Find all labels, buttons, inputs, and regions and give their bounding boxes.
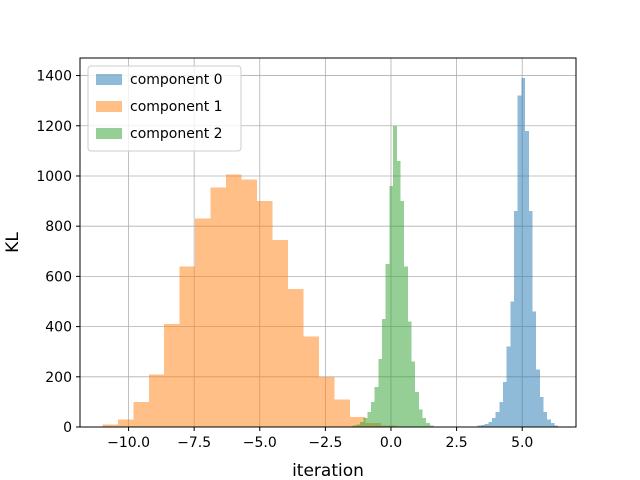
y-tick-label: 600 [45, 269, 72, 285]
x-tick-label: −5.0 [243, 435, 277, 451]
histogram-bar-component-2 [367, 411, 372, 427]
histogram-bar-component-0 [506, 346, 511, 427]
y-tick-label: 800 [45, 219, 72, 235]
x-tick-label: 0.0 [380, 435, 402, 451]
histogram-bar-component-0 [539, 396, 544, 427]
y-tick-label: 1000 [36, 169, 72, 185]
histogram-bar-component-1 [148, 374, 165, 427]
histogram-bars [102, 78, 562, 428]
histogram-bar-component-0 [480, 424, 485, 427]
histogram-bar-component-2 [385, 263, 390, 427]
histogram-bar-component-2 [422, 418, 427, 427]
histogram-bar-component-2 [389, 186, 394, 427]
legend-box [87, 65, 242, 152]
histogram-bar-component-1 [334, 399, 351, 427]
histogram-bar-component-1 [241, 179, 258, 427]
histogram-bar-component-2 [360, 421, 364, 427]
histogram-bar-component-0 [532, 311, 537, 427]
histogram-bar-component-0 [510, 301, 515, 427]
legend-swatch [96, 74, 122, 85]
histogram-bar-component-2 [352, 425, 357, 427]
histogram-bar-component-2 [371, 401, 375, 427]
axis-ticks: −10.0 −7.5 −5.0 −2.5 0.0 2.5 5.0 0 200 400 600 800 1… [36, 69, 533, 451]
histogram-bar-component-1 [319, 376, 335, 427]
x-axis-label: iteration [292, 461, 364, 480]
x-tick-label: −2.5 [308, 435, 342, 451]
legend-swatch [96, 101, 122, 112]
histogram-bar-component-2 [378, 359, 383, 427]
histogram-bar-component-0 [550, 423, 555, 427]
y-axis-label: KL [3, 232, 23, 253]
histogram-bar-component-0 [503, 381, 507, 427]
histogram-bar-component-0 [525, 130, 529, 428]
histogram-bar-component-2 [404, 266, 408, 427]
y-tick-label: 400 [45, 320, 72, 336]
histogram-bar-component-1 [272, 239, 289, 427]
histogram-bar-component-2 [382, 319, 386, 427]
histogram-bar-component-1 [303, 336, 320, 427]
y-tick-label: 0 [63, 420, 72, 436]
histogram-bar-component-1 [257, 201, 273, 427]
histogram-bar-component-1 [226, 174, 242, 427]
histogram-bar-component-0 [536, 369, 540, 427]
legend-label: component 0 [130, 72, 223, 88]
histogram-bar-component-0 [477, 425, 481, 427]
legend-label: component 2 [130, 126, 223, 142]
histogram-bar-component-2 [418, 409, 423, 427]
histogram-bar-component-0 [521, 78, 526, 427]
histogram-bar-component-0 [484, 423, 489, 427]
histogram-bar-component-2 [356, 424, 361, 427]
histogram-bar-component-2 [415, 391, 419, 427]
histogram-bar-component-2 [407, 321, 412, 427]
plot-frame [79, 57, 577, 428]
histogram-bar-component-1 [117, 419, 134, 427]
histogram-bar-component-2 [400, 201, 405, 427]
histogram-bar-component-1 [288, 288, 304, 427]
histogram-bar-component-0 [554, 425, 559, 427]
y-tick-label: 1200 [36, 119, 72, 135]
histogram-bar-component-1 [195, 218, 211, 427]
histogram-bar-component-0 [495, 411, 500, 427]
x-tick-label: 2.5 [445, 435, 467, 451]
histogram-bar-component-2 [363, 418, 368, 427]
legend-label: component 1 [130, 99, 223, 115]
x-tick-label: −10.0 [107, 435, 150, 451]
x-tick-label: 5.0 [511, 435, 533, 451]
x-tick-label: −7.5 [177, 435, 211, 451]
histogram-bar-component-2 [426, 423, 430, 427]
histogram-bar-component-0 [528, 211, 533, 427]
histogram-bar-component-0 [492, 418, 496, 427]
histogram-bar-component-1 [350, 416, 366, 427]
histogram-bar-component-0 [547, 419, 551, 427]
histogram-bar-component-0 [543, 411, 548, 427]
histogram-bar-component-0 [488, 421, 493, 427]
legend: component 0 component 1 component 2 [87, 65, 242, 152]
y-tick-label: 1400 [36, 69, 72, 85]
histogram-bar-component-0 [499, 401, 504, 427]
histogram-bar-component-1 [133, 401, 149, 427]
y-tick-label: 200 [45, 370, 72, 386]
histogram-bar-component-2 [374, 386, 379, 427]
histogram-bar-component-0 [514, 211, 518, 427]
histogram-bar-component-2 [396, 160, 401, 427]
histogram-bar-component-1 [179, 266, 196, 427]
legend-swatch [96, 128, 122, 139]
histogram-bar-component-1 [102, 424, 118, 427]
histogram-bar-component-1 [164, 324, 180, 427]
histogram-bar-component-1 [210, 187, 227, 427]
histogram-bar-component-2 [411, 361, 416, 427]
histogram-bar-component-0 [517, 95, 522, 427]
histogram-bar-component-2 [393, 125, 397, 427]
histogram-bar-component-2 [429, 425, 434, 427]
